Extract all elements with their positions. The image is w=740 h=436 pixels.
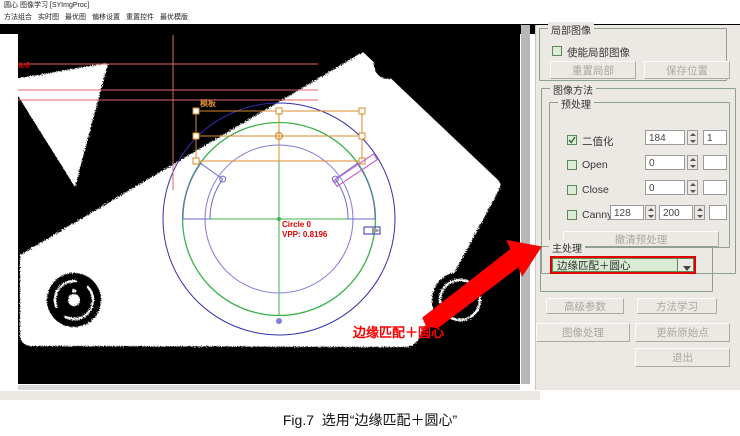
svg-text:VPP: 0.8196: VPP: 0.8196: [282, 230, 328, 239]
svg-text:Circle 0: Circle 0: [282, 220, 311, 229]
svg-text:边缘匹配＋圆心: 边缘匹配＋圆心: [352, 325, 444, 340]
